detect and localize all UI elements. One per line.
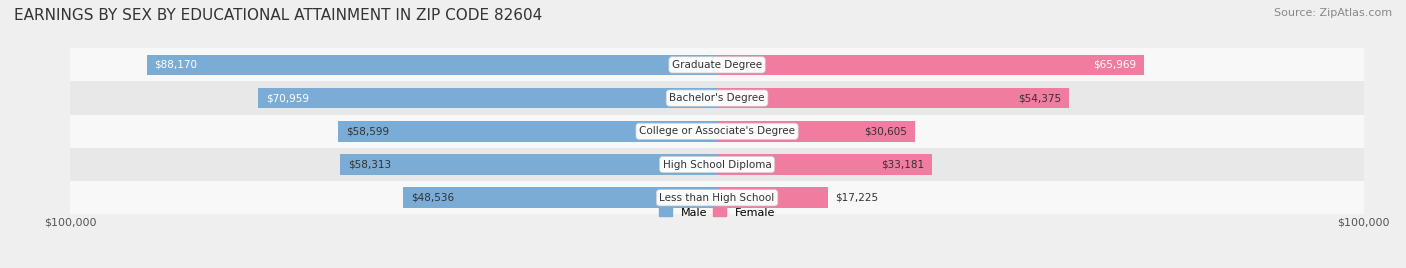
Bar <box>259 88 717 108</box>
Bar <box>70 148 1364 181</box>
Text: Bachelor's Degree: Bachelor's Degree <box>669 93 765 103</box>
Text: $30,605: $30,605 <box>865 126 907 136</box>
Text: $88,170: $88,170 <box>155 60 198 70</box>
Bar <box>337 121 717 142</box>
Text: $33,181: $33,181 <box>880 159 924 170</box>
Bar <box>70 48 1364 81</box>
Legend: Male, Female: Male, Female <box>654 203 780 222</box>
Bar <box>70 81 1364 115</box>
Text: High School Diploma: High School Diploma <box>662 159 772 170</box>
Bar <box>717 154 932 175</box>
Bar <box>717 121 915 142</box>
Text: Source: ZipAtlas.com: Source: ZipAtlas.com <box>1274 8 1392 18</box>
Bar <box>340 154 717 175</box>
Bar <box>717 88 1069 108</box>
Text: $54,375: $54,375 <box>1018 93 1062 103</box>
Text: $70,959: $70,959 <box>266 93 309 103</box>
Text: $48,536: $48,536 <box>411 193 454 203</box>
Bar <box>70 115 1364 148</box>
Text: Graduate Degree: Graduate Degree <box>672 60 762 70</box>
Bar <box>404 188 717 208</box>
Bar <box>70 181 1364 214</box>
Text: Less than High School: Less than High School <box>659 193 775 203</box>
Text: $17,225: $17,225 <box>835 193 879 203</box>
Text: $58,599: $58,599 <box>346 126 389 136</box>
Text: $58,313: $58,313 <box>347 159 391 170</box>
Text: EARNINGS BY SEX BY EDUCATIONAL ATTAINMENT IN ZIP CODE 82604: EARNINGS BY SEX BY EDUCATIONAL ATTAINMEN… <box>14 8 543 23</box>
Bar <box>717 188 828 208</box>
Text: College or Associate's Degree: College or Associate's Degree <box>640 126 794 136</box>
Bar <box>146 55 717 75</box>
Text: $65,969: $65,969 <box>1092 60 1136 70</box>
Bar <box>717 55 1143 75</box>
